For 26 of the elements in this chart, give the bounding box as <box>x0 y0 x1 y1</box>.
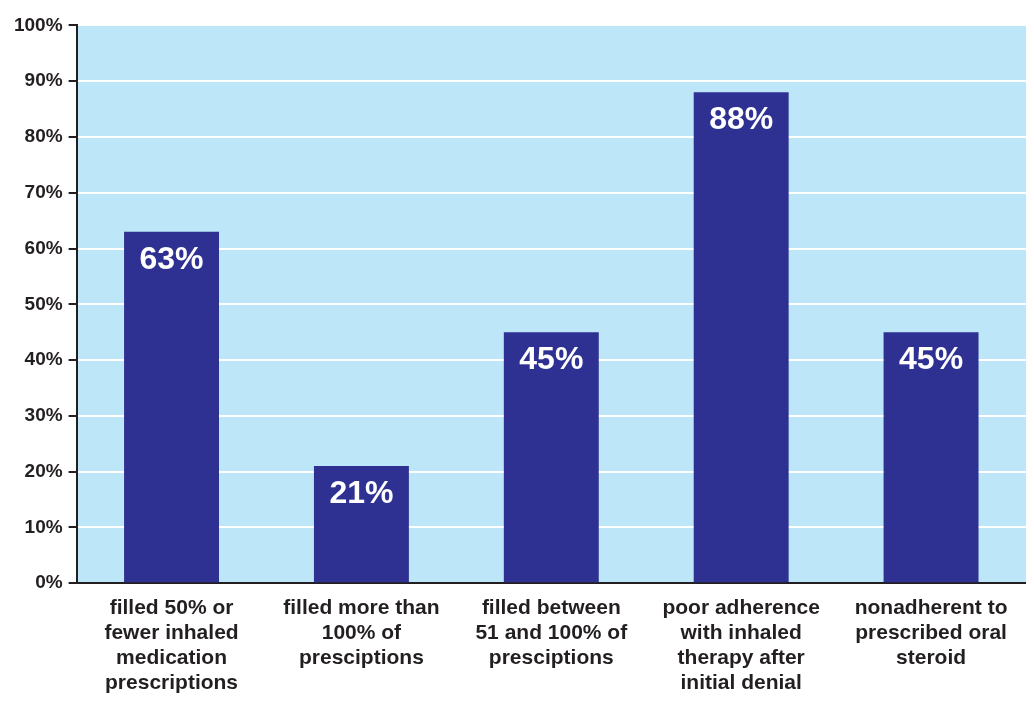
x-tick-label: filled more than 100% of presciptions <box>283 594 440 668</box>
bar <box>124 231 220 583</box>
y-tick-label: 0% <box>35 571 63 593</box>
x-tick-label: filled 50% or fewer inhaled medication prescriptions <box>104 594 239 694</box>
y-tick-label: 100% <box>13 13 63 35</box>
bar <box>693 92 789 583</box>
data-label: 88% <box>709 100 774 137</box>
x-tick-label: filled between 51 and 100% of presciptions <box>475 594 629 668</box>
x-tick-label: nonadherent to prescribed oral steroid <box>854 594 1008 668</box>
data-label: 45% <box>519 340 584 377</box>
y-tick-label: 10% <box>24 515 63 537</box>
data-label: 63% <box>139 239 204 276</box>
data-label: 45% <box>899 340 964 377</box>
y-tick-label: 80% <box>24 125 63 147</box>
y-tick-label: 70% <box>24 180 63 202</box>
bar <box>503 332 599 583</box>
x-tick-label: poor adherence with inhaled therapy after initial denial <box>662 594 820 694</box>
y-tick-label: 60% <box>24 236 63 258</box>
y-tick-label: 30% <box>24 404 63 426</box>
y-tick-label: 50% <box>24 292 63 314</box>
y-tick-label: 90% <box>24 69 63 91</box>
y-tick-label: 20% <box>24 459 63 481</box>
bar <box>313 466 409 583</box>
y-tick-label: 40% <box>24 348 63 370</box>
data-label: 21% <box>329 473 394 510</box>
bar <box>883 332 979 583</box>
